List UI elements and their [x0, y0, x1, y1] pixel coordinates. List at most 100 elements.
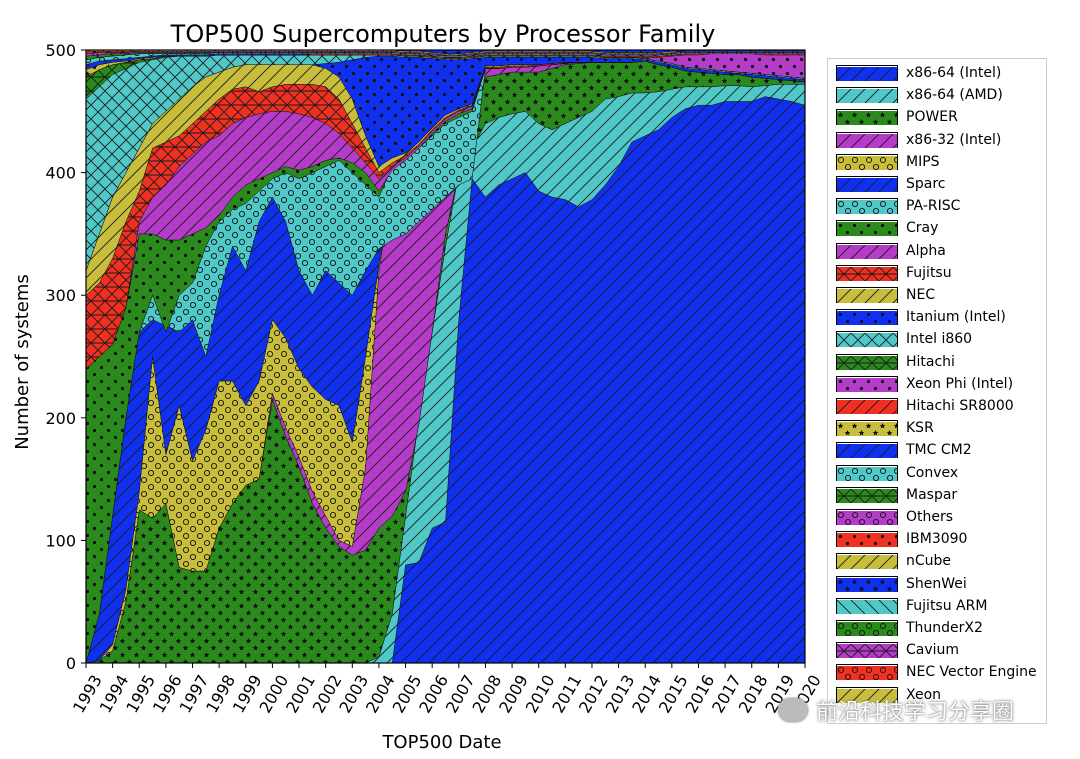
legend-label: NEC: [906, 287, 936, 303]
legend-item: Hitachi: [836, 352, 955, 372]
legend-swatch: [836, 442, 898, 459]
legend-item: Convex: [836, 463, 958, 483]
legend-label: Maspar: [906, 486, 958, 503]
legend-label: MIPS: [906, 153, 940, 170]
legend-label: x86-32 (Intel): [906, 131, 1002, 148]
legend-label: Fujitsu ARM: [906, 597, 988, 614]
legend-swatch: [836, 331, 898, 348]
legend-swatch: [836, 264, 898, 281]
legend-item: Cavium: [836, 640, 959, 660]
legend-swatch: [836, 575, 898, 592]
legend-item: IBM3090: [836, 529, 967, 549]
legend-label: Intel i860: [906, 331, 973, 348]
wechat-icon: [778, 698, 808, 722]
legend-swatch: [836, 65, 898, 81]
legend-swatch: [836, 620, 898, 636]
legend-label: x86-64 (Intel): [906, 65, 1002, 81]
legend-label: POWER: [906, 109, 958, 126]
legend-label: Fujitsu: [906, 264, 952, 281]
legend-item: Itanium (Intel): [836, 307, 1006, 327]
legend-swatch: [836, 664, 898, 681]
y-tick-label: 100: [45, 531, 76, 550]
legend-swatch: [836, 464, 898, 481]
legend-item: KSR: [836, 418, 934, 438]
legend-swatch: [836, 109, 898, 126]
legend-label: TMC CM2: [906, 442, 972, 459]
legend-label: ShenWei: [906, 575, 967, 592]
legend-item: Xeon Phi (Intel): [836, 374, 1013, 394]
legend-item: PA-RISC: [836, 196, 960, 216]
legend-label: Xeon: [906, 686, 942, 703]
legend-swatch: [836, 420, 898, 437]
legend-swatch: [836, 131, 898, 148]
x-axis-label: TOP500 Date: [381, 732, 501, 753]
legend-item: Xeon: [836, 685, 941, 705]
legend-swatch: [836, 287, 898, 303]
legend-label: Convex: [906, 464, 959, 481]
legend-swatch: [836, 486, 898, 503]
y-tick-label: 500: [45, 41, 76, 60]
legend-swatch: [836, 153, 898, 170]
legend-item: Intel i860: [836, 329, 972, 349]
legend-label: NEC Vector Engine: [906, 664, 1037, 681]
plot-frame: [85, 49, 806, 664]
legend-swatch: [836, 220, 898, 237]
legend-label: PA-RISC: [906, 198, 961, 215]
legend-label: KSR: [906, 420, 934, 437]
legend-label: ThunderX2: [906, 620, 983, 636]
chart-title: TOP500 Supercomputers by Processor Famil…: [170, 20, 716, 48]
legend-item: ShenWei: [836, 574, 967, 594]
legend-label: Cray: [906, 220, 939, 237]
legend-swatch: [836, 198, 898, 215]
legend-item: Sparc: [836, 174, 946, 194]
legend-label: IBM3090: [906, 531, 968, 548]
legend-swatch: [836, 686, 898, 703]
legend-item: Others: [836, 507, 953, 527]
legend-item: Fujitsu: [836, 263, 952, 283]
legend-item: Fujitsu ARM: [836, 596, 987, 616]
legend-swatch: [836, 176, 898, 192]
legend-item: ThunderX2: [836, 618, 983, 638]
legend-swatch: [836, 553, 898, 570]
legend-swatch: [836, 375, 898, 392]
legend-swatch: [836, 597, 898, 614]
legend-swatch: [836, 353, 898, 370]
legend-item: Cray: [836, 218, 938, 238]
legend-swatch: [836, 531, 898, 548]
y-axis-label: Number of systems: [12, 274, 33, 450]
legend-item: Maspar: [836, 485, 957, 505]
legend-label: Hitachi SR8000: [906, 398, 1014, 414]
legend-item: POWER: [836, 107, 958, 127]
y-tick-label: 0: [66, 654, 76, 673]
legend-label: Cavium: [906, 642, 960, 659]
watermark-text: 前沿科技学习分享圈: [816, 700, 1015, 725]
legend-label: nCube: [906, 553, 952, 570]
y-axis: 0 100 200 300 400 500: [45, 41, 86, 673]
legend-item: x86-32 (Intel): [836, 130, 1001, 150]
legend-item: nCube: [836, 551, 951, 571]
legend-item: x86-64 (Intel): [836, 63, 1001, 83]
legend-label: Itanium (Intel): [906, 309, 1006, 326]
legend-label: Sparc: [906, 176, 946, 192]
watermark: 前沿科技学习分享圈: [778, 694, 1014, 726]
x-axis: 1993199419951996199719981999200020012002…: [69, 663, 825, 716]
legend-item: NEC Vector Engine: [836, 662, 1037, 682]
legend-item: Hitachi SR8000: [836, 396, 1014, 416]
legend-label: Hitachi: [906, 353, 955, 370]
legend-item: NEC: [836, 285, 935, 305]
legend-label: x86-64 (AMD): [906, 87, 1003, 104]
legend-item: MIPS: [836, 152, 940, 172]
y-tick-label: 300: [45, 286, 76, 305]
legend: x86-64 (Intel) x86-64 (AMD) POWER x86-32 (I…: [827, 58, 1047, 724]
legend-swatch: [836, 642, 898, 659]
y-tick-label: 200: [45, 409, 76, 428]
legend-swatch: [836, 509, 898, 525]
legend-label: Alpha: [906, 242, 946, 259]
legend-item: Alpha: [836, 241, 946, 261]
legend-item: TMC CM2: [836, 440, 972, 460]
y-tick-label: 400: [45, 164, 76, 183]
plot-areas: [85, 49, 806, 664]
legend-item: x86-64 (AMD): [836, 85, 1003, 105]
legend-swatch: [836, 242, 898, 259]
legend-swatch: [836, 398, 898, 414]
